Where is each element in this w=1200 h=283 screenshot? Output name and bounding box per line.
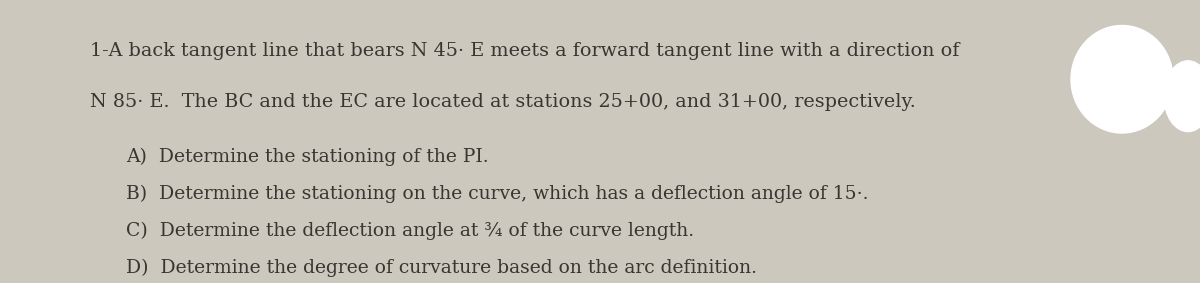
Text: B)  Determine the stationing on the curve, which has a deflection angle of 15·.: B) Determine the stationing on the curve…	[126, 185, 869, 203]
Ellipse shape	[1072, 25, 1174, 133]
Text: D)  Determine the degree of curvature based on the arc definition.: D) Determine the degree of curvature bas…	[126, 258, 757, 276]
Text: 1-A back tangent line that bears N 45· E meets a forward tangent line with a dir: 1-A back tangent line that bears N 45· E…	[90, 42, 959, 60]
Text: A)  Determine the stationing of the PI.: A) Determine the stationing of the PI.	[126, 148, 488, 166]
Ellipse shape	[1164, 61, 1200, 132]
Text: N 85· E.  The BC and the EC are located at stations 25+00, and 31+00, respective: N 85· E. The BC and the EC are located a…	[90, 93, 916, 111]
Text: C)  Determine the deflection angle at ¾ of the curve length.: C) Determine the deflection angle at ¾ o…	[126, 222, 694, 240]
